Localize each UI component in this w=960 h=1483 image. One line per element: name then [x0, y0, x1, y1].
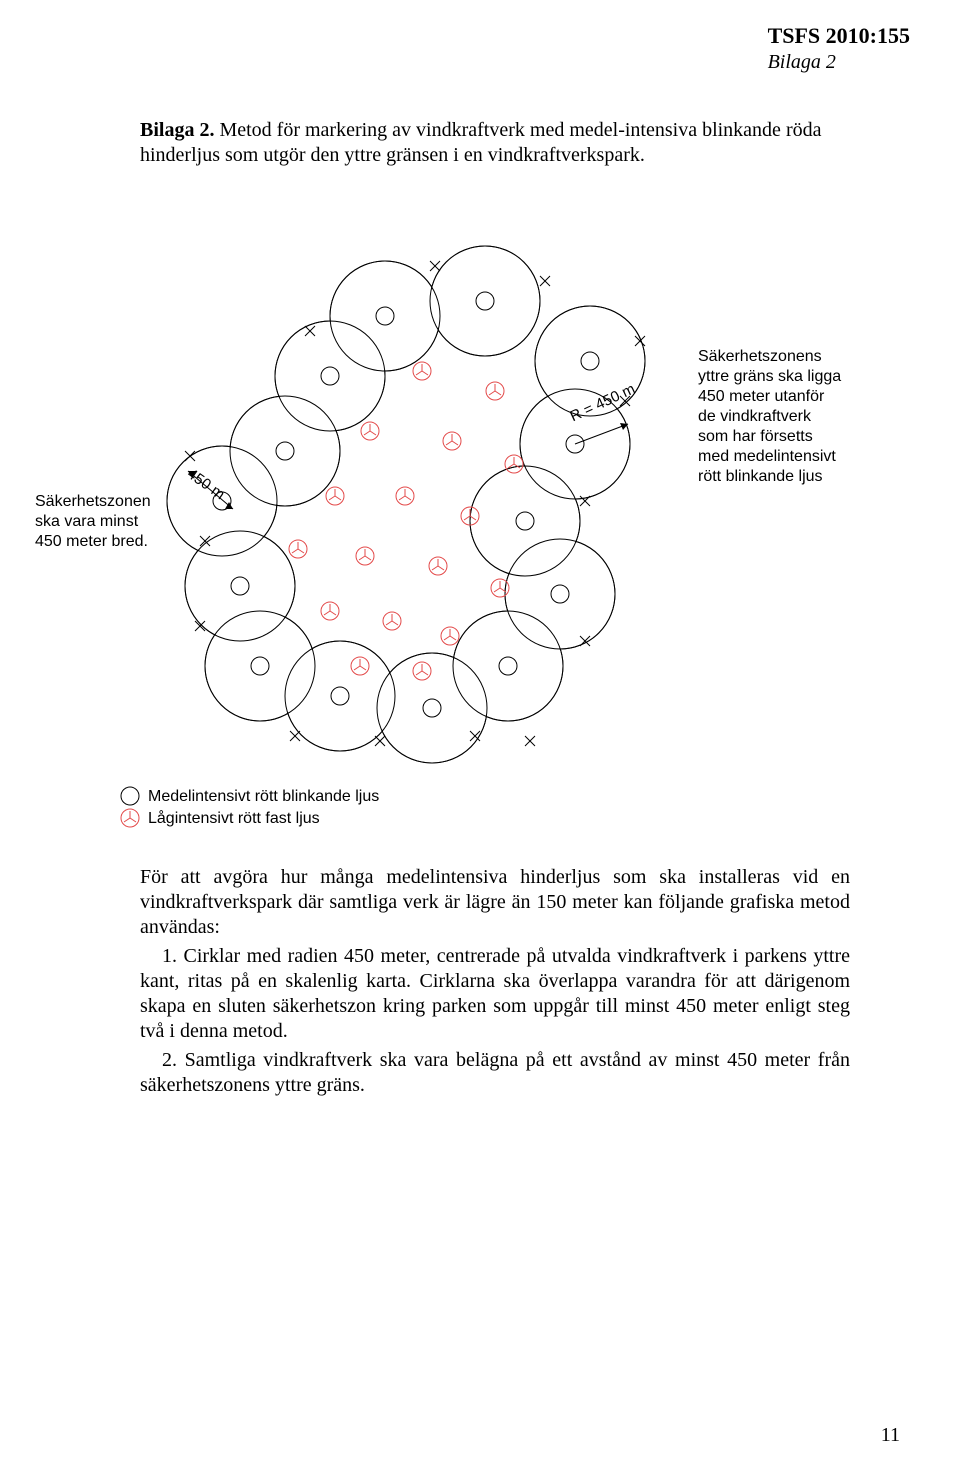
intro-paragraph: För att avgöra hur många medelintensiva … — [140, 865, 850, 940]
step-2: 2. Samtliga vindkraftverk ska vara beläg… — [140, 1048, 850, 1098]
bilaga-label: Bilaga 2 — [768, 50, 910, 75]
legend-low-label: Lågintensivt rött fast ljus — [148, 809, 320, 827]
page-number: 11 — [881, 1424, 900, 1447]
page-header: TSFS 2010:155 Bilaga 2 — [768, 22, 910, 75]
page: TSFS 2010:155 Bilaga 2 Bilaga 2. Metod f… — [0, 0, 960, 1483]
right-annotation: Säkerhetszonens yttre gräns ska ligga 45… — [698, 348, 846, 485]
windpark-diagram-svg: 450 m R = 450 m Säkerhetszonen ska vara … — [30, 196, 860, 836]
diagram: 450 m R = 450 m Säkerhetszonen ska vara … — [30, 196, 860, 841]
legend-low-icon — [121, 809, 139, 827]
left-annotation: Säkerhetszonen ska vara minst 450 meter … — [35, 493, 155, 550]
regulation-id: TSFS 2010:155 — [768, 22, 910, 50]
body-text: För att avgöra hur många medelintensiva … — [140, 865, 850, 1098]
title-block: Bilaga 2. Metod för markering av vindkra… — [140, 118, 850, 168]
title-rest: Metod för markering av vindkraftverk med… — [140, 119, 821, 166]
legend: Medelintensivt rött blinkande ljus Lågin… — [121, 787, 379, 827]
legend-medium-label: Medelintensivt rött blinkande ljus — [148, 788, 379, 805]
step-1: 1. Cirklar med radien 450 meter, centrer… — [140, 944, 850, 1044]
title-lead: Bilaga 2. — [140, 119, 214, 141]
legend-medium-icon — [121, 787, 139, 805]
